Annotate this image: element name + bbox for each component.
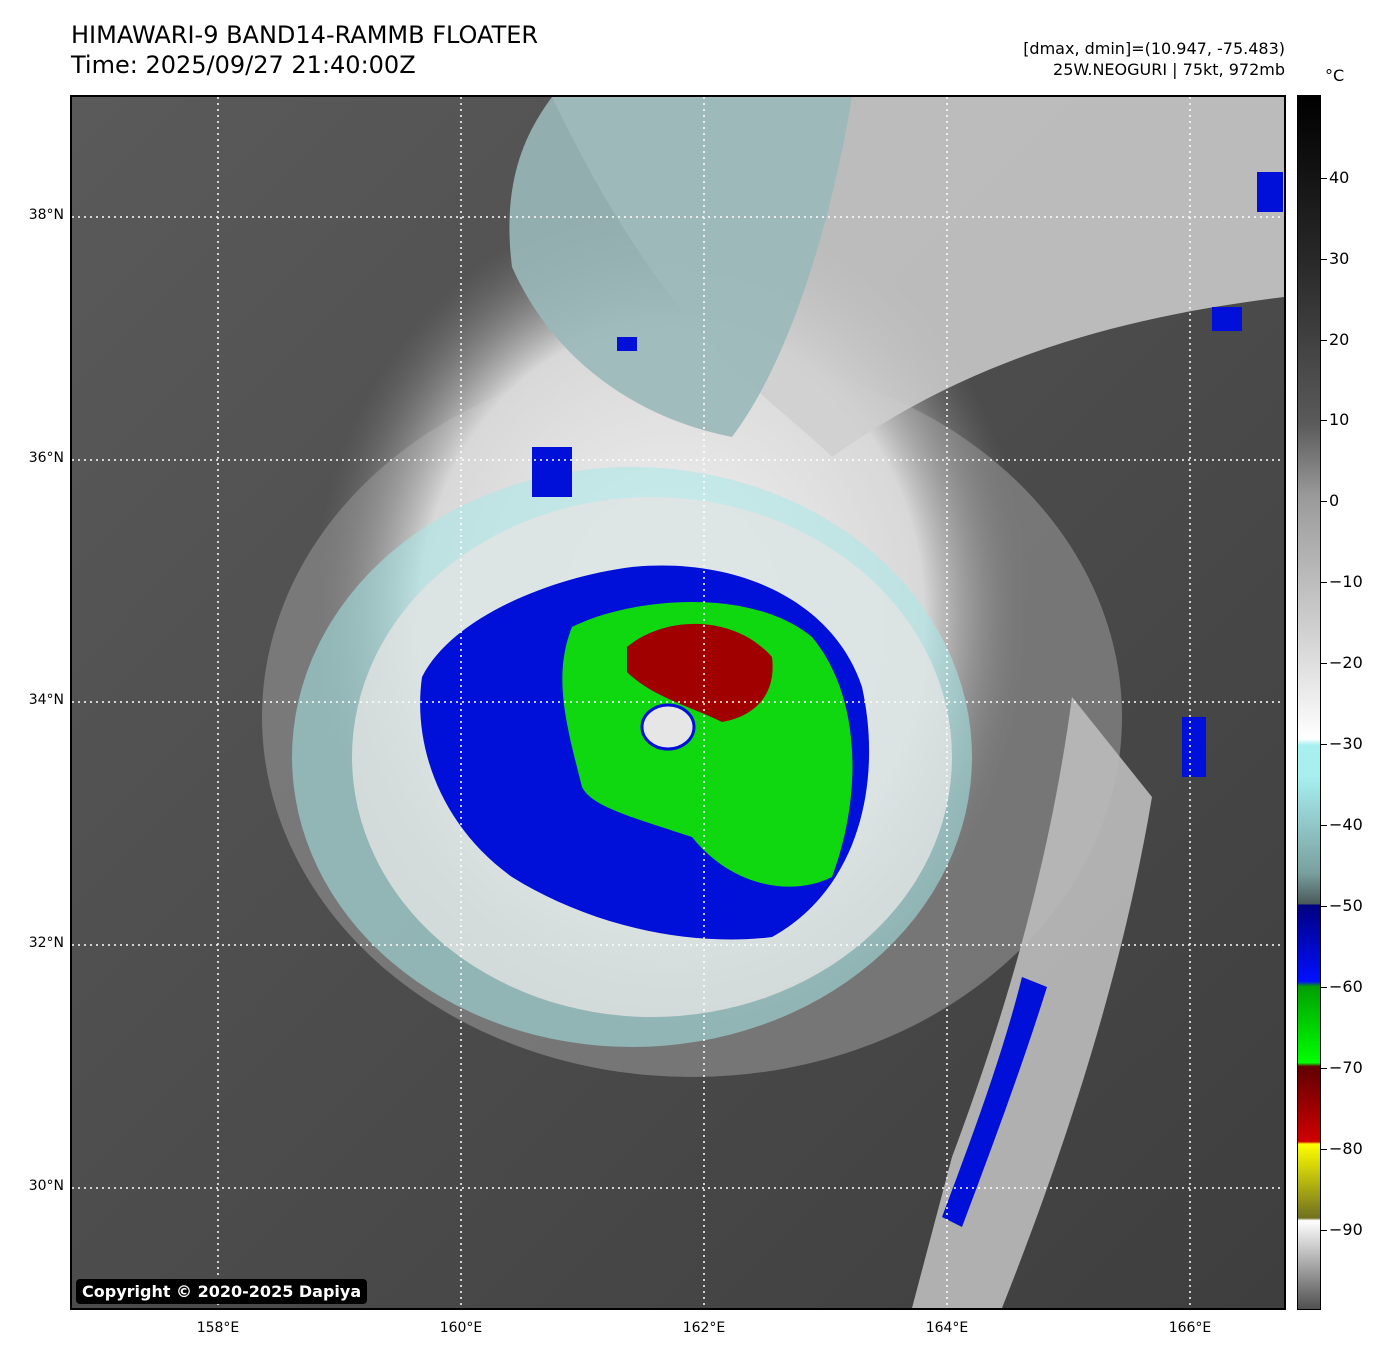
- storm-metadata: [dmax, dmin]=(10.947, -75.483) 25W.NEOGU…: [1023, 38, 1285, 80]
- colorbar-tick: [1321, 663, 1327, 664]
- lat-label-36: 36°N: [28, 450, 64, 466]
- storm-eye: [640, 703, 696, 751]
- satellite-imagery: [72, 97, 1284, 1308]
- colorbar-tick: [1321, 1068, 1327, 1069]
- colorbar-label: −70: [1329, 1058, 1363, 1077]
- figure-title: HIMAWARI-9 BAND14-RAMMB FLOATER Time: 20…: [71, 20, 538, 80]
- colorbar-tick: [1321, 420, 1327, 421]
- colorbar-label: −50: [1329, 896, 1363, 915]
- lat-label-38: 38°N: [28, 207, 64, 223]
- colorbar-label: 30: [1329, 249, 1350, 268]
- colorbar-label: −30: [1329, 734, 1363, 753]
- colorbar-tick: [1321, 340, 1327, 341]
- colorbar-label: 40: [1329, 168, 1350, 187]
- colorbar-label: −80: [1329, 1139, 1363, 1158]
- title-line-2: Time: 2025/09/27 21:40:00Z: [71, 51, 416, 79]
- colorbar-label: −60: [1329, 977, 1363, 996]
- lat-label-32: 32°N: [28, 935, 64, 951]
- colorbar: [1297, 95, 1321, 1310]
- blue-cell: [1257, 172, 1283, 212]
- colorbar-label: 20: [1329, 330, 1350, 349]
- red-coldest-tops: [627, 623, 773, 722]
- title-line-1: HIMAWARI-9 BAND14-RAMMB FLOATER: [71, 21, 539, 49]
- blue-cell: [1212, 307, 1242, 331]
- colorbar-tick: [1321, 825, 1327, 826]
- colorbar-unit: °C: [1325, 66, 1345, 85]
- colorbar-tick: [1321, 259, 1327, 260]
- lon-label-166: 166°E: [1168, 1320, 1212, 1336]
- colorbar-label: 10: [1329, 410, 1350, 429]
- colorbar-tick: [1321, 744, 1327, 745]
- colorbar-tick: [1321, 178, 1327, 179]
- blue-cell: [617, 337, 637, 351]
- colorbar-tick: [1321, 987, 1327, 988]
- colorbar-label: 0: [1329, 491, 1340, 510]
- satellite-map: Copyright © 2020-2025 Dapiya: [70, 95, 1286, 1310]
- colorbar-label: −40: [1329, 815, 1363, 834]
- colorbar-tick: [1321, 1230, 1327, 1231]
- north-cyan-cloud: [509, 97, 852, 437]
- lon-label-162: 162°E: [682, 1320, 726, 1336]
- lat-label-34: 34°N: [28, 692, 64, 708]
- meta-line-1: [dmax, dmin]=(10.947, -75.483): [1023, 39, 1285, 58]
- colorbar-label: −20: [1329, 653, 1363, 672]
- lat-label-30: 30°N: [28, 1178, 64, 1194]
- gridlines: [72, 97, 1284, 1308]
- colorbar-label: −10: [1329, 572, 1363, 591]
- colorbar-label: −90: [1329, 1220, 1363, 1239]
- colorbar-tick: [1321, 501, 1327, 502]
- eastern-rainband-core: [942, 977, 1047, 1227]
- lon-label-160: 160°E: [439, 1320, 483, 1336]
- lon-label-158: 158°E: [196, 1320, 240, 1336]
- meta-line-2: 25W.NEOGURI | 75kt, 972mb: [1053, 60, 1285, 79]
- colorbar-tick: [1321, 906, 1327, 907]
- copyright-badge: Copyright © 2020-2025 Dapiya: [76, 1279, 368, 1304]
- colorbar-tick: [1321, 582, 1327, 583]
- colorbar-tick: [1321, 1149, 1327, 1150]
- lon-label-164: 164°E: [925, 1320, 969, 1336]
- blue-cell: [1182, 717, 1206, 777]
- blue-cell: [532, 447, 572, 497]
